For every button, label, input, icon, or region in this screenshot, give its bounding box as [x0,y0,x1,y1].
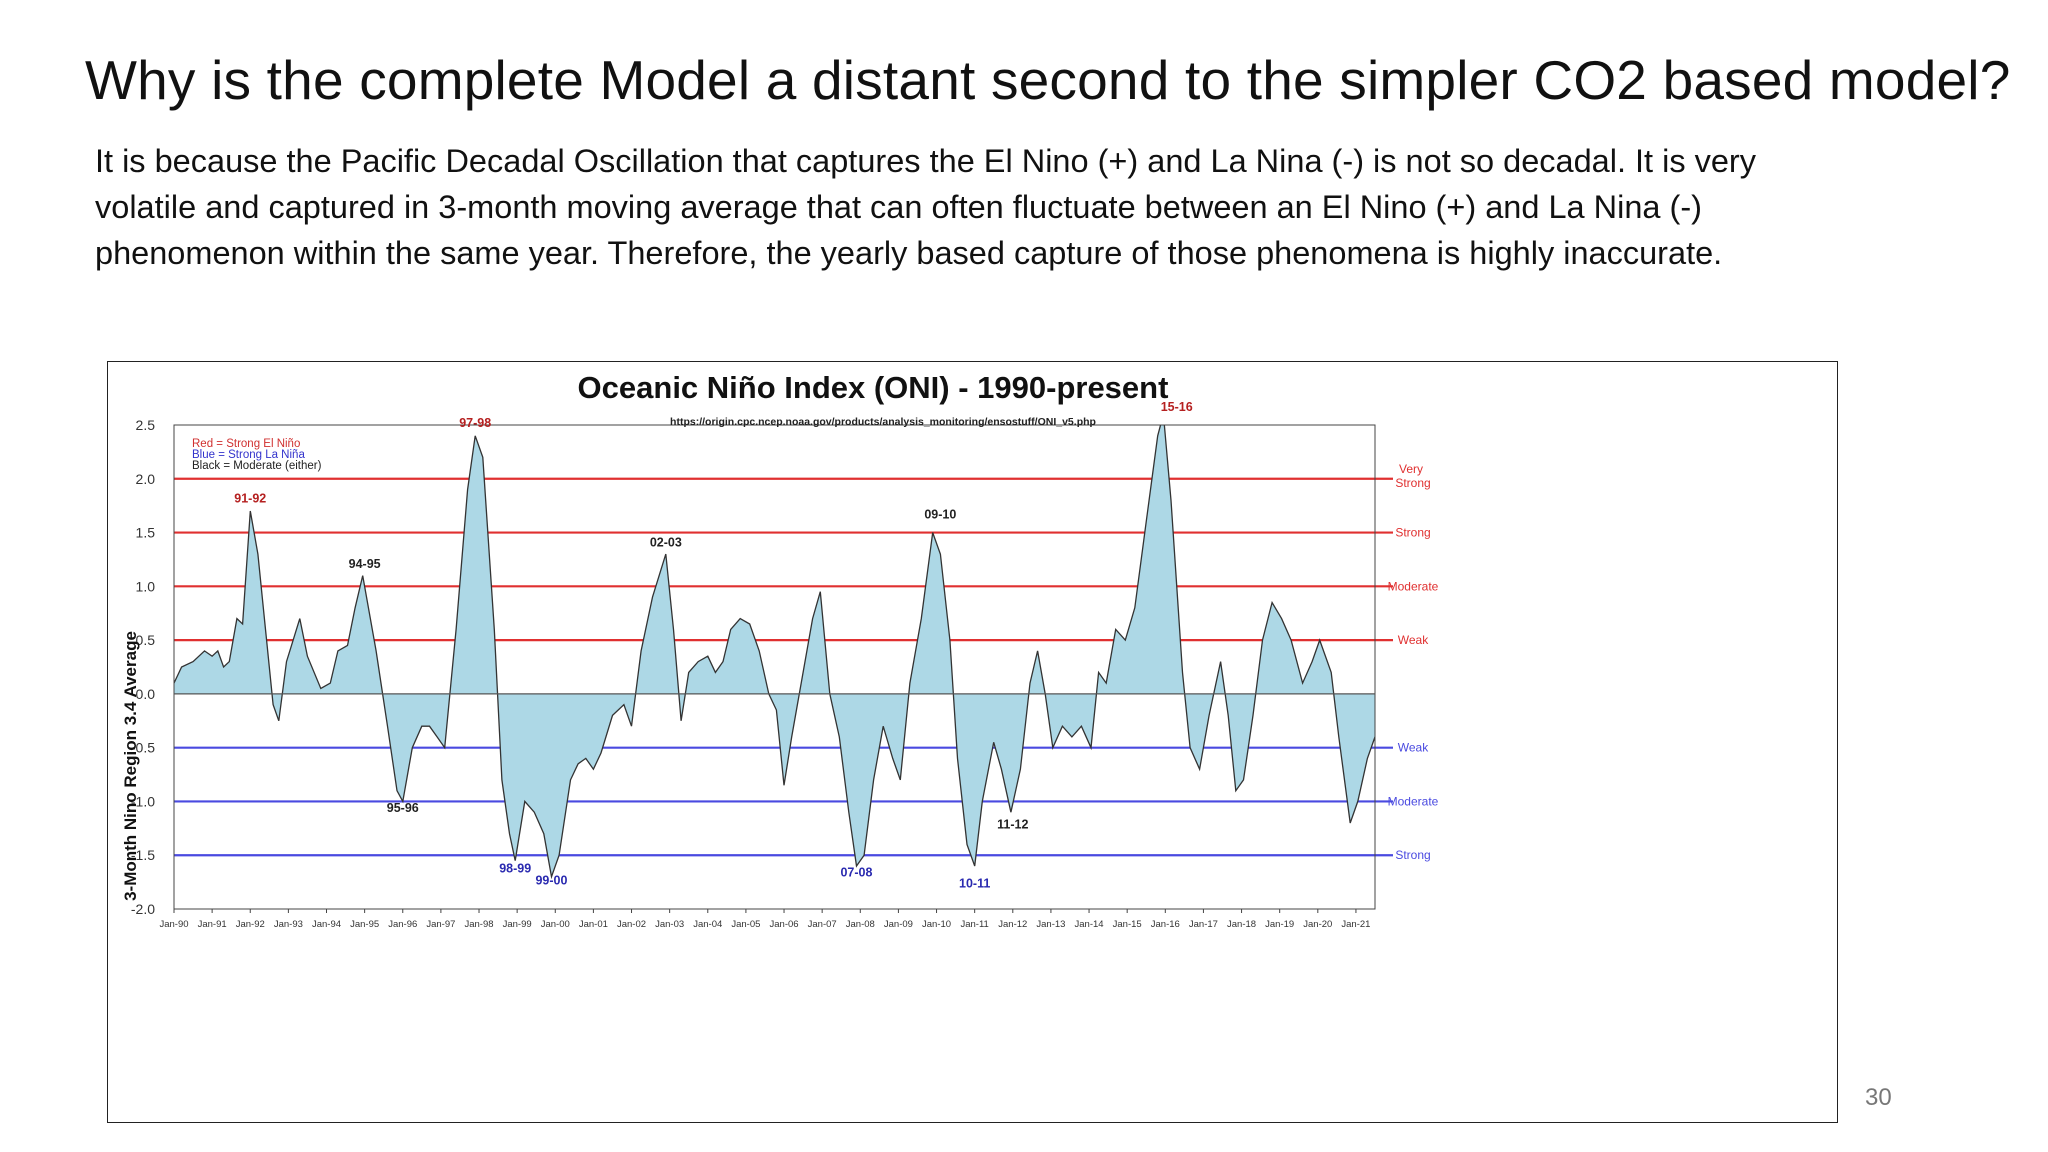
x-tick-label: Jan-99 [503,919,532,930]
x-tick-label: Jan-93 [274,919,303,930]
x-tick-label: Jan-04 [693,919,722,930]
y-tick-label: 0.0 [136,686,156,702]
event-label: 97-98 [459,416,491,430]
event-label: 07-08 [840,866,872,880]
x-tick-label: Jan-13 [1036,919,1065,930]
x-tick-label: Jan-10 [922,919,951,930]
event-label: 02-03 [650,536,682,550]
x-tick-label: Jan-97 [426,919,455,930]
y-tick-label: 2.0 [136,471,156,487]
x-tick-label: Jan-16 [1151,919,1180,930]
x-tick-label: Jan-15 [1113,919,1142,930]
event-label: 99-00 [535,873,567,887]
chart-y-axis-label: 3-Month Nino Region 3.4 Average [121,631,140,901]
oni-chart-frame: Very Strong Strong Moderate Weak Weak Moderate… [107,361,1838,1123]
y-tick-label: -1.0 [131,793,155,809]
x-tick-label: Jan-11 [960,919,988,930]
chart-subtitle: https://origin.cpc.ncep.noaa.gov/product… [670,416,1096,428]
y-tick-label: 1.5 [136,525,156,541]
legend-entry: Black = Moderate (either) [192,460,322,472]
x-tick-label: Jan-90 [159,919,188,930]
y-tick-label: -1.5 [131,847,155,863]
oni-chart: Very StrongStrongModerateWeakWeakModerate… [121,370,1439,930]
legend-entry: Blue = Strong La Niña [192,449,305,461]
x-tick-label: Jan-94 [312,919,341,930]
x-tick-label: Jan-09 [884,919,913,930]
x-tick-label: Jan-21 [1341,919,1370,930]
oni-area-fill [174,425,1375,877]
event-label: 10-11 [959,876,990,890]
x-tick-label: Jan-06 [770,919,799,930]
x-tick-label: Jan-03 [655,919,684,930]
threshold-label: Strong [1395,526,1430,540]
event-label: 94-95 [349,557,381,571]
threshold-label-line: Strong [1395,476,1430,490]
event-labels: 91-92 94-95 95-96 97-98 98-99 99-00 02-03 07-08… [234,400,1193,890]
oni-line [174,425,1375,880]
threshold-label: Moderate [1388,579,1439,593]
threshold-label: Strong [1395,848,1430,862]
legend-entry: Red = Strong El Niño [192,438,300,450]
threshold-label: Weak [1398,633,1429,647]
chart-title: Oceanic Niño Index (ONI) - 1990-present [578,370,1169,405]
slide-body-text: It is because the Pacific Decadal Oscill… [95,143,1757,271]
event-label: 98-99 [499,861,531,875]
oni-area-series [174,425,1375,880]
x-tick-label: Jan-18 [1227,919,1256,930]
x-tick-label: Jan-12 [998,919,1027,930]
threshold-label: Moderate [1388,794,1439,808]
x-tick-label: Jan-96 [388,919,417,930]
event-label: 95-96 [387,801,419,815]
threshold-label-line: Very [1399,462,1423,476]
chart-ticks: 2.5 2.0 1.5 1.0 0.5 0.0 -0.5 -1.0 -1.5 -2.0 Jan-90… [131,417,1371,930]
x-tick-label: Jan-95 [350,919,379,930]
x-tick-label: Jan-17 [1189,919,1218,930]
x-tick-label: Jan-05 [731,919,760,930]
chart-axes [173,424,1376,910]
slide-title: Why is the complete Model a distant seco… [85,49,2011,111]
x-tick-label: Jan-19 [1265,919,1294,930]
page-number: 30 [1865,1084,1892,1111]
event-label: 91-92 [234,491,266,505]
y-tick-label: -0.5 [131,740,155,756]
y-tick-label: 2.5 [136,417,156,433]
x-tick-label: Jan-92 [236,919,265,930]
x-tick-label: Jan-07 [808,919,837,930]
threshold-label: Very Strong [1395,462,1430,490]
plot-border [173,424,1376,910]
x-tick-label: Jan-14 [1075,919,1104,930]
x-tick-label: Jan-91 [198,919,227,930]
x-tick-label: Jan-98 [464,919,493,930]
event-label: 09-10 [924,508,956,522]
x-tick-label: Jan-00 [541,919,570,930]
y-tick-label: 0.5 [136,632,156,648]
x-tick-label: Jan-20 [1303,919,1332,930]
y-tick-label: 1.0 [136,578,156,594]
threshold-label: Weak [1398,741,1429,755]
x-tick-label: Jan-02 [617,919,646,930]
x-tick-label: Jan-08 [846,919,875,930]
event-label: 11-12 [997,817,1028,831]
x-tick-label: Jan-01 [579,919,608,930]
event-label: 15-16 [1161,400,1193,414]
y-tick-label: -2.0 [131,901,155,917]
